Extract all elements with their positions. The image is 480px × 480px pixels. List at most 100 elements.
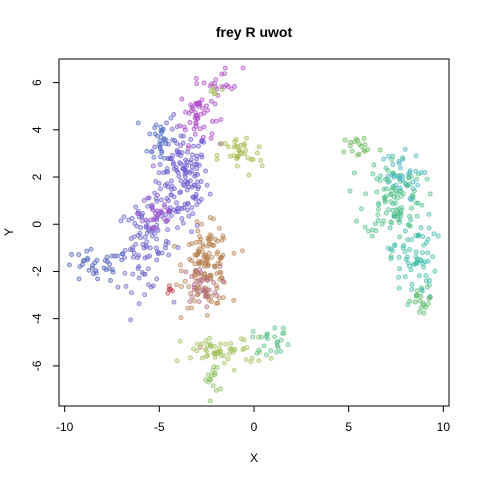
data-point xyxy=(144,230,150,236)
data-point xyxy=(191,298,197,304)
data-point xyxy=(222,65,228,71)
data-point xyxy=(196,184,202,190)
data-point xyxy=(432,268,438,274)
x-axis: -10 -5 0 5 10 xyxy=(56,406,450,434)
data-point xyxy=(403,182,409,188)
data-point xyxy=(418,294,424,299)
data-point xyxy=(197,261,203,267)
data-point xyxy=(195,179,201,185)
data-point xyxy=(155,192,160,198)
data-point xyxy=(154,236,160,242)
data-point xyxy=(142,255,148,261)
data-point xyxy=(197,234,203,239)
data-point xyxy=(231,367,237,373)
data-point xyxy=(272,334,278,340)
data-point xyxy=(191,346,196,352)
data-point xyxy=(435,233,441,239)
data-point xyxy=(259,163,265,169)
data-point xyxy=(189,274,195,280)
data-point xyxy=(236,147,242,153)
data-point xyxy=(137,230,143,236)
data-point xyxy=(278,348,284,354)
data-point xyxy=(369,233,375,239)
data-point xyxy=(375,218,381,223)
data-point xyxy=(413,200,419,206)
data-point xyxy=(183,157,188,163)
data-point xyxy=(256,144,262,150)
y-tick-label: -4 xyxy=(30,313,44,324)
data-point xyxy=(214,157,220,162)
data-point xyxy=(181,166,187,172)
data-point xyxy=(400,156,406,162)
data-point xyxy=(194,251,200,257)
data-point xyxy=(76,276,82,282)
data-point xyxy=(349,148,355,154)
data-point xyxy=(209,233,214,239)
data-point xyxy=(408,217,414,223)
data-point xyxy=(108,278,113,283)
data-point xyxy=(189,229,194,235)
data-point xyxy=(391,214,397,219)
data-point xyxy=(414,293,419,299)
data-point xyxy=(155,212,161,218)
data-point xyxy=(203,168,208,174)
data-point xyxy=(93,270,99,276)
data-point xyxy=(176,173,182,179)
data-point xyxy=(192,196,198,202)
data-point xyxy=(153,122,159,128)
data-point xyxy=(414,258,420,264)
data-point xyxy=(95,276,101,282)
data-point xyxy=(123,283,129,289)
data-point xyxy=(146,195,152,201)
data-point xyxy=(169,213,174,219)
data-point xyxy=(171,166,177,172)
data-point xyxy=(163,212,169,217)
data-point xyxy=(213,236,218,242)
data-point xyxy=(141,245,147,251)
data-point xyxy=(198,270,204,276)
data-point xyxy=(178,161,184,167)
data-point xyxy=(178,189,184,195)
data-point xyxy=(192,131,198,137)
y-tick-label: 0 xyxy=(30,221,44,228)
data-point xyxy=(427,191,433,197)
data-point xyxy=(348,140,353,145)
data-point xyxy=(217,256,223,262)
data-point xyxy=(397,185,403,191)
data-point xyxy=(219,87,225,93)
data-point xyxy=(214,285,220,291)
data-point xyxy=(205,379,211,385)
data-point xyxy=(413,168,419,174)
data-point xyxy=(176,205,182,211)
data-point xyxy=(135,211,140,217)
data-point xyxy=(189,294,195,300)
data-point xyxy=(141,198,147,203)
data-point xyxy=(201,80,207,86)
data-point xyxy=(180,220,186,226)
data-point xyxy=(195,171,201,177)
y-axis-label: Y xyxy=(2,228,16,236)
data-point xyxy=(196,289,202,295)
data-point xyxy=(250,334,256,340)
data-point xyxy=(170,137,175,143)
data-point xyxy=(208,344,214,350)
data-point xyxy=(396,274,402,280)
data-point xyxy=(128,290,134,296)
data-point xyxy=(146,224,151,230)
data-point xyxy=(194,166,200,172)
data-point xyxy=(154,225,160,231)
data-point xyxy=(204,304,210,310)
data-point xyxy=(406,222,412,228)
data-point xyxy=(131,234,137,240)
data-point xyxy=(157,161,163,167)
data-point xyxy=(189,305,195,311)
data-point xyxy=(122,247,128,253)
data-point xyxy=(214,251,220,257)
data-point xyxy=(178,178,184,184)
plot-frame xyxy=(58,58,450,407)
data-point xyxy=(197,281,203,287)
data-point xyxy=(154,198,160,204)
data-point xyxy=(217,276,223,282)
data-point xyxy=(86,267,92,273)
data-point xyxy=(161,137,167,143)
